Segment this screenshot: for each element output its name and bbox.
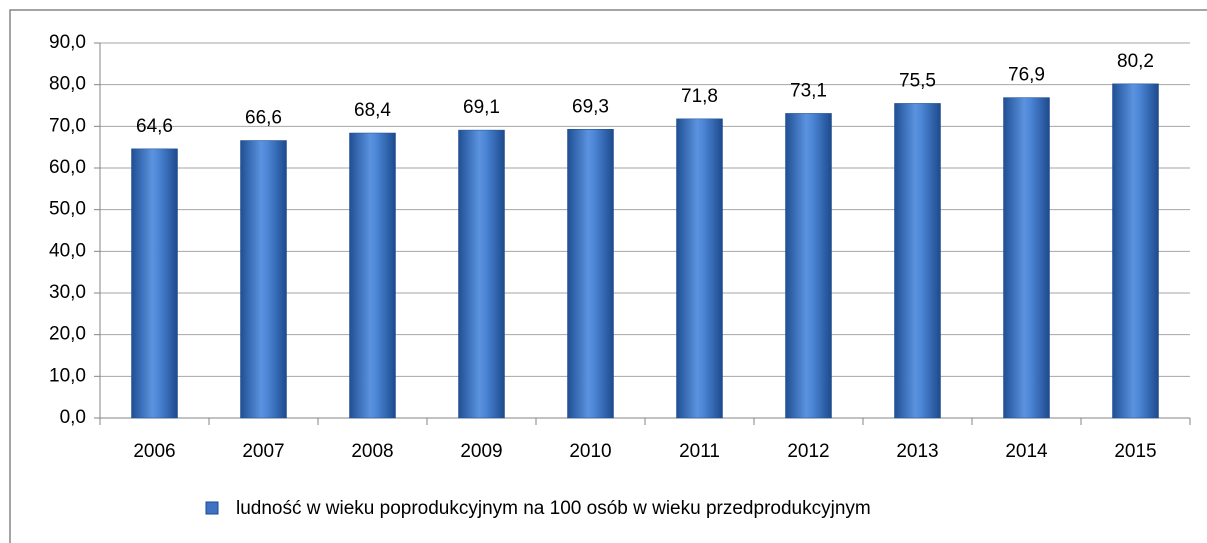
y-tick-label: 60,0 (49, 157, 86, 178)
x-tick-label: 2010 (569, 441, 611, 462)
bar (894, 103, 941, 419)
bar (567, 129, 614, 419)
x-tick-label: 2006 (133, 441, 175, 462)
data-label: 73,1 (790, 80, 827, 101)
x-tick-label: 2013 (896, 441, 938, 462)
x-tick-label: 2015 (1114, 441, 1156, 462)
x-tick-label: 2012 (787, 441, 829, 462)
legend-marker (205, 501, 219, 515)
legend-label: ludność w wieku poprodukcyjnym na 100 os… (236, 498, 871, 519)
y-tick-label: 0,0 (60, 407, 86, 428)
data-label: 76,9 (1008, 65, 1045, 86)
y-tick-label: 50,0 (49, 199, 86, 220)
bar (240, 140, 287, 419)
y-tick-label: 20,0 (49, 324, 86, 345)
bar (349, 132, 396, 419)
chart-frame (9, 9, 1207, 543)
y-tick-label: 40,0 (49, 240, 86, 261)
y-tick-label: 80,0 (49, 74, 86, 95)
data-label: 66,6 (245, 108, 282, 129)
y-tick-label: 30,0 (49, 282, 86, 303)
bar (785, 113, 832, 419)
bar (131, 148, 178, 419)
x-tick-label: 2014 (1005, 441, 1048, 462)
data-label: 69,1 (463, 97, 500, 118)
data-label: 64,6 (136, 116, 173, 137)
data-label: 80,2 (1117, 51, 1154, 72)
y-tick-label: 70,0 (49, 115, 86, 136)
data-label: 69,3 (572, 96, 609, 117)
y-tick-label: 10,0 (49, 365, 86, 386)
data-label: 75,5 (899, 70, 936, 91)
bar (1003, 97, 1050, 419)
bar (458, 129, 505, 419)
data-label: 68,4 (354, 100, 391, 121)
x-tick-label: 2008 (351, 441, 393, 462)
data-label: 71,8 (681, 86, 718, 107)
x-tick-label: 2011 (679, 441, 720, 462)
x-tick-label: 2007 (242, 441, 284, 462)
bar (676, 118, 723, 419)
bar (1112, 83, 1159, 419)
y-tick-label: 90,0 (49, 32, 86, 53)
x-tick-label: 2009 (460, 441, 502, 462)
